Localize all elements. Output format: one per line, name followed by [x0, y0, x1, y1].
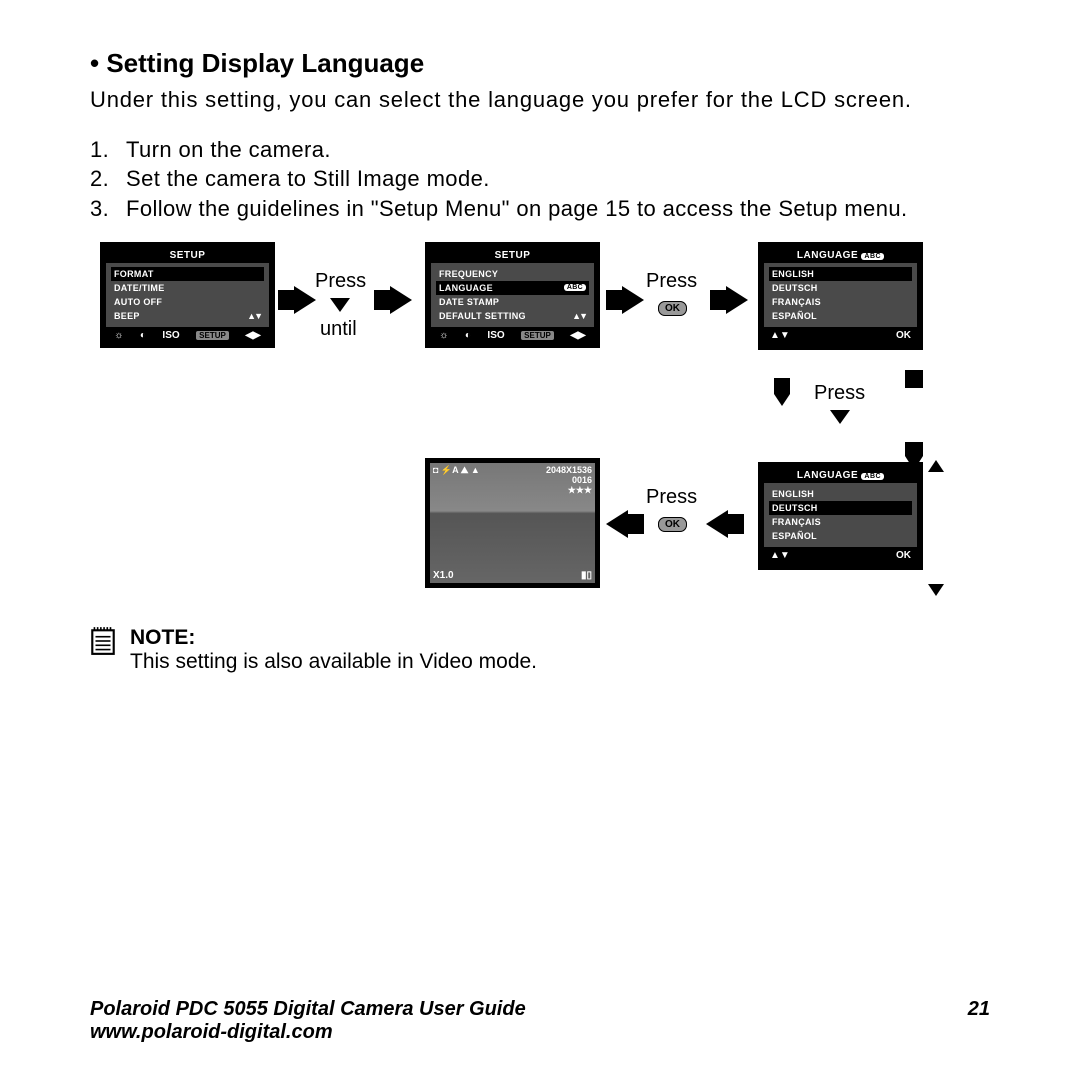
lcd-setup-2: SETUP FREQUENCY LANGUAGEABC DATE STAMP D… — [425, 242, 600, 348]
brightness-icon: ☼ — [114, 330, 123, 341]
abc-badge: ABC — [861, 253, 884, 260]
step-num: 1. — [90, 135, 126, 165]
nav-arrows-icon: ◀▶ — [245, 330, 260, 341]
battery-icon: ▮▯ — [581, 570, 592, 581]
menu-item: FRANÇAIS — [769, 295, 912, 309]
nav-updown-icon: ▲▼ — [770, 330, 790, 341]
menu-item: ESPAÑOL — [769, 309, 912, 323]
lcd-tab-bar: ☼ ◐ ISO SETUP ◀▶ — [106, 327, 269, 342]
setup-tab: SETUP — [521, 331, 554, 340]
right-arrow-icon — [726, 286, 748, 314]
step-text: Follow the guidelines in "Setup Menu" on… — [126, 194, 990, 224]
lcd-title: LANGUAGE ABC — [764, 468, 917, 483]
brightness-icon: ☼ — [439, 330, 448, 341]
setup-tab: SETUP — [196, 331, 229, 340]
lcd-footer: ▲▼ OK — [764, 327, 917, 344]
press-label: Press — [814, 382, 865, 405]
note-icon — [90, 626, 116, 662]
lcd-preview: ◘ ⚡A ⛰ ▲ 2048X15360016★★★ X1.0 ▮▯ — [425, 458, 600, 588]
zoom-label: X1.0 — [433, 570, 454, 581]
steps-list: 1.Turn on the camera. 2.Set the camera t… — [90, 135, 990, 224]
step-text: Turn on the camera. — [126, 135, 990, 165]
note-block: NOTE: This setting is also available in … — [90, 626, 990, 674]
lcd-title: LANGUAGE ABC — [764, 248, 917, 263]
left-arrow-icon — [706, 510, 728, 538]
menu-item: ESPAÑOL — [769, 529, 912, 543]
menu-item: DEUTSCH — [769, 281, 912, 295]
until-label: until — [320, 318, 357, 341]
footer-title: Polaroid PDC 5055 Digital Camera User Gu… — [90, 998, 526, 1021]
contrast-icon: ◐ — [465, 330, 471, 341]
down-arrow-icon — [928, 584, 944, 596]
menu-item: FREQUENCY — [436, 267, 589, 281]
count-label: 0016 — [572, 475, 592, 485]
menu-item: FORMAT — [111, 267, 264, 281]
arrow-corner — [905, 442, 923, 456]
menu-item: ENGLISH — [769, 487, 912, 501]
lcd-title: SETUP — [431, 248, 594, 263]
scroll-icon: ▲▼ — [247, 311, 261, 321]
menu-item: DEUTSCH — [769, 501, 912, 515]
down-arrow-icon — [774, 394, 790, 406]
arrow-corner — [774, 378, 790, 394]
menu-item: FRANÇAIS — [769, 515, 912, 529]
lcd-language-2: LANGUAGE ABC ENGLISH DEUTSCH FRANÇAIS ES… — [758, 462, 923, 570]
iso-label: ISO — [162, 330, 179, 341]
page-number: 21 — [968, 998, 990, 1044]
lcd-setup-1: SETUP FORMAT DATE/TIME AUTO OFF BEEP▲▼ ☼… — [100, 242, 275, 348]
nav-updown-icon: ▲▼ — [770, 550, 790, 561]
ok-button-icon: OK — [658, 514, 687, 532]
lcd-language-1: LANGUAGE ABC ENGLISH DEUTSCH FRANÇAIS ES… — [758, 242, 923, 350]
press-label: Press — [315, 270, 366, 293]
quality-stars: ★★★ — [568, 485, 592, 495]
lcd-tab-bar: ☼ ◐ ISO SETUP ◀▶ — [431, 327, 594, 342]
flow-diagram: SETUP FORMAT DATE/TIME AUTO OFF BEEP▲▼ ☼… — [90, 242, 990, 602]
down-arrow-icon — [830, 410, 850, 424]
ok-button-icon: OK — [658, 298, 687, 316]
nav-arrows-icon: ◀▶ — [570, 330, 585, 341]
contrast-icon: ◐ — [140, 330, 146, 341]
section-heading: • Setting Display Language — [90, 48, 990, 79]
resolution-label: 2048X1536 — [546, 465, 592, 475]
menu-item: DATE/TIME — [111, 281, 264, 295]
menu-item: BEEP▲▼ — [111, 309, 264, 323]
menu-item: ENGLISH — [769, 267, 912, 281]
note-title: NOTE: — [130, 626, 537, 650]
status-icons: ◘ ⚡A ⛰ ▲ — [433, 465, 480, 496]
lcd-title: SETUP — [106, 248, 269, 263]
step-text: Set the camera to Still Image mode. — [126, 164, 990, 194]
arrow-corner — [905, 370, 923, 388]
note-text: This setting is also available in Video … — [130, 650, 537, 674]
ok-label: OK — [896, 550, 911, 561]
press-label: Press — [646, 486, 697, 509]
page-footer: Polaroid PDC 5055 Digital Camera User Gu… — [90, 998, 990, 1044]
down-arrow-icon — [330, 298, 350, 312]
right-arrow-icon — [390, 286, 412, 314]
menu-item: DATE STAMP — [436, 295, 589, 309]
step-num: 2. — [90, 164, 126, 194]
footer-url: www.polaroid-digital.com — [90, 1021, 526, 1044]
lcd-footer: ▲▼ OK — [764, 547, 917, 564]
intro-text: Under this setting, you can select the l… — [90, 85, 990, 115]
left-arrow-icon — [606, 510, 628, 538]
press-label: Press — [646, 270, 697, 293]
scroll-icon: ▲▼ — [572, 311, 586, 321]
abc-badge: ABC — [564, 284, 586, 291]
ok-label: OK — [896, 330, 911, 341]
right-arrow-icon — [622, 286, 644, 314]
menu-item: DEFAULT SETTING▲▼ — [436, 309, 589, 323]
abc-badge: ABC — [861, 473, 884, 480]
iso-label: ISO — [487, 330, 504, 341]
right-arrow-icon — [294, 286, 316, 314]
up-arrow-icon — [928, 460, 944, 472]
step-num: 3. — [90, 194, 126, 224]
menu-item: AUTO OFF — [111, 295, 264, 309]
menu-item: LANGUAGEABC — [436, 281, 589, 295]
